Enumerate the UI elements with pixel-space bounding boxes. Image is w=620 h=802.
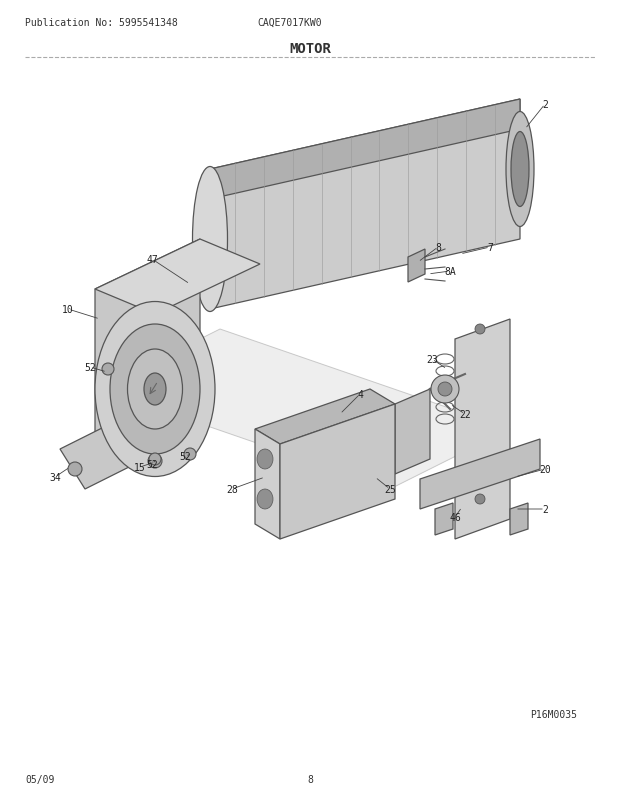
Ellipse shape (431, 375, 459, 403)
Ellipse shape (148, 455, 162, 468)
Text: 47: 47 (146, 255, 158, 265)
Ellipse shape (475, 325, 485, 334)
Polygon shape (455, 320, 510, 539)
Ellipse shape (149, 453, 161, 465)
Text: 05/09: 05/09 (25, 774, 55, 784)
Text: 52: 52 (179, 452, 191, 461)
Polygon shape (510, 504, 528, 535)
Text: CAQE7017KW0: CAQE7017KW0 (258, 18, 322, 28)
Text: 2: 2 (542, 504, 548, 514)
Text: 34: 34 (49, 472, 61, 482)
Text: 2: 2 (542, 100, 548, 110)
Ellipse shape (257, 489, 273, 509)
Ellipse shape (192, 168, 228, 312)
Ellipse shape (95, 302, 215, 477)
Polygon shape (255, 429, 280, 539)
Ellipse shape (475, 494, 485, 504)
Text: 10: 10 (62, 305, 74, 314)
Polygon shape (60, 415, 155, 489)
Text: 22: 22 (459, 410, 471, 419)
Ellipse shape (102, 363, 114, 375)
Text: 8: 8 (307, 774, 313, 784)
Text: 8: 8 (435, 243, 441, 253)
Text: P16M0035: P16M0035 (530, 709, 577, 719)
Ellipse shape (511, 132, 529, 207)
Text: 28: 28 (226, 484, 238, 494)
Polygon shape (210, 100, 520, 200)
Text: 52: 52 (146, 460, 158, 469)
Text: MOTOR: MOTOR (289, 42, 331, 56)
Ellipse shape (68, 463, 82, 476)
Ellipse shape (128, 350, 182, 429)
Text: 20: 20 (539, 464, 551, 475)
Text: 15: 15 (134, 463, 146, 472)
Text: 46: 46 (449, 512, 461, 522)
Text: 52: 52 (84, 363, 96, 373)
Polygon shape (420, 439, 540, 509)
Polygon shape (95, 240, 260, 314)
Ellipse shape (506, 112, 534, 227)
Ellipse shape (110, 325, 200, 455)
Polygon shape (280, 404, 395, 539)
Polygon shape (408, 249, 425, 282)
Polygon shape (95, 240, 200, 480)
Polygon shape (395, 390, 430, 475)
Polygon shape (255, 390, 395, 444)
Polygon shape (210, 100, 520, 310)
Text: 23: 23 (426, 354, 438, 365)
Text: 25: 25 (384, 484, 396, 494)
Text: Publication No: 5995541348: Publication No: 5995541348 (25, 18, 178, 28)
Text: 8A: 8A (444, 267, 456, 277)
Polygon shape (435, 504, 453, 535)
Text: 7: 7 (487, 243, 493, 253)
Ellipse shape (257, 449, 273, 469)
Polygon shape (100, 330, 510, 489)
Ellipse shape (438, 383, 452, 396)
Text: 4: 4 (357, 390, 363, 399)
Ellipse shape (184, 448, 196, 460)
Ellipse shape (144, 374, 166, 406)
